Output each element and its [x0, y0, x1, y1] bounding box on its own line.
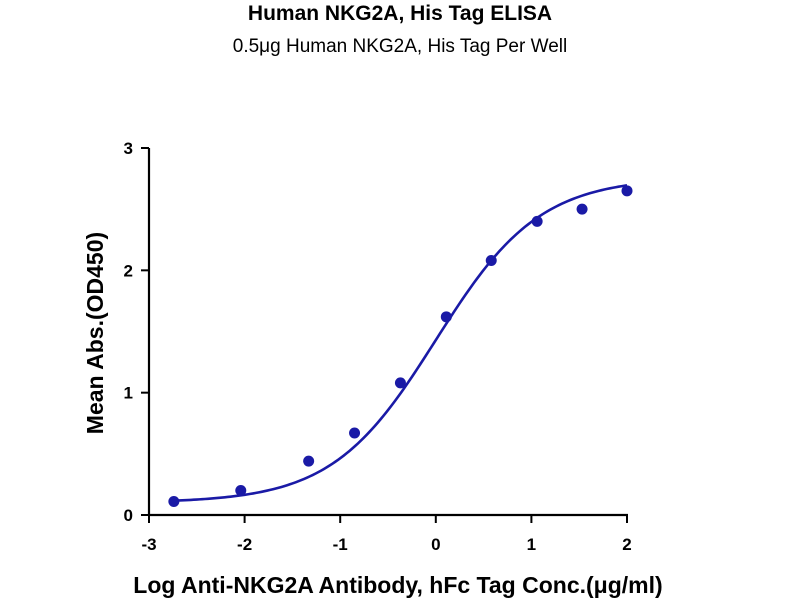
y-tick-label: 0 [124, 506, 133, 525]
data-point [485, 255, 497, 267]
data-point [621, 185, 633, 197]
y-tick-label: 1 [124, 384, 133, 403]
data-point [576, 203, 588, 215]
chart-title: Human NKG2A, His Tag ELISA [247, 2, 553, 25]
x-tick-label: 2 [622, 535, 631, 554]
data-point [235, 485, 247, 497]
x-tick-label: -2 [237, 535, 252, 554]
data-point [440, 311, 452, 323]
y-axis-title: Mean Abs.(OD450) [82, 232, 108, 434]
data-point [349, 427, 361, 439]
data-point [394, 377, 406, 389]
y-tick-label: 2 [124, 261, 133, 280]
y-tick-label: 3 [124, 139, 133, 158]
x-axis-title: Log Anti-NKG2A Antibody, hFc Tag Conc.(μ… [133, 572, 662, 598]
x-tick-label: -1 [333, 535, 348, 554]
fit-curve [173, 184, 628, 502]
x-tick-label: 1 [527, 535, 536, 554]
y-axis-ticks: 0 1 2 3 [124, 139, 149, 525]
data-point [531, 215, 543, 227]
axes [147, 148, 628, 517]
x-tick-label: 0 [431, 535, 440, 554]
data-points [168, 185, 633, 508]
data-point [303, 455, 315, 467]
chart-subtitle: 0.5μg Human NKG2A, His Tag Per Well [232, 36, 568, 57]
x-tick-label: -3 [141, 535, 156, 554]
data-point [168, 496, 180, 508]
x-axis-ticks: -3 -2 -1 0 1 2 [141, 515, 632, 554]
